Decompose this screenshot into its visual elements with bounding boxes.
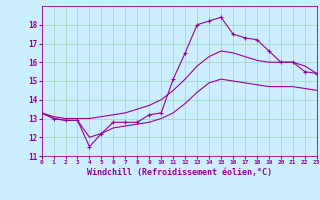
X-axis label: Windchill (Refroidissement éolien,°C): Windchill (Refroidissement éolien,°C)	[87, 168, 272, 177]
